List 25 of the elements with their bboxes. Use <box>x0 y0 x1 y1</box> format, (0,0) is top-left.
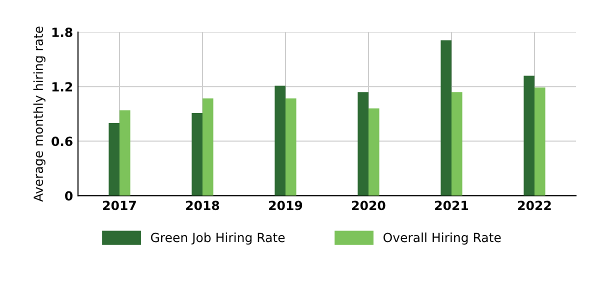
x-tick-label: 2017 <box>103 200 136 210</box>
x-tick-label: 2018 <box>186 200 220 210</box>
y-tick-label: 0.6 <box>52 136 72 146</box>
x-tick-label: 2021 <box>435 200 468 210</box>
bar <box>120 110 130 196</box>
bar <box>368 108 380 196</box>
bar <box>534 88 546 196</box>
bar <box>440 40 452 196</box>
y-tick-label: 0 <box>65 191 73 201</box>
bar <box>286 98 296 196</box>
bar <box>274 86 286 196</box>
bar <box>452 92 462 196</box>
x-tick-label: 2020 <box>352 200 386 210</box>
y-tick-label: 1.8 <box>52 28 72 38</box>
bar <box>108 122 120 196</box>
bar <box>524 76 534 196</box>
bar <box>202 98 214 196</box>
x-tick-label: 2022 <box>518 200 551 210</box>
bar <box>192 112 202 196</box>
x-tick-label: 2019 <box>269 200 302 210</box>
bar <box>358 92 368 196</box>
y-axis-title: Average monthly hiring rate <box>33 26 46 202</box>
legend-label: Overall Hiring Rate <box>384 232 501 245</box>
legend-label: Green Job Hiring Rate <box>150 232 285 245</box>
y-tick-label: 1.2 <box>52 82 72 92</box>
